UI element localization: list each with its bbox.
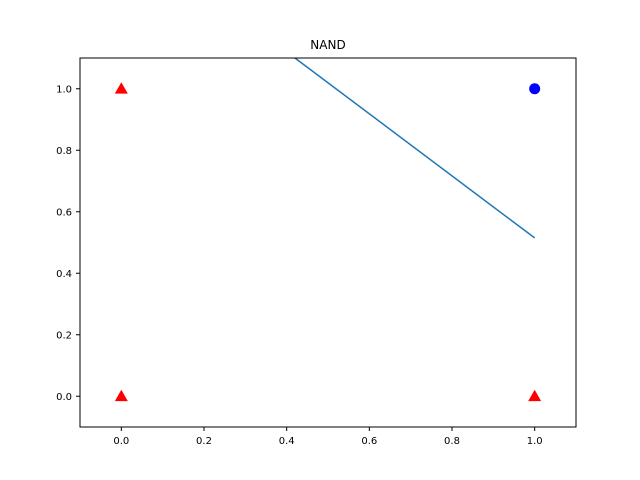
x-tick-label-1: 0.2 [196,436,212,447]
x-tick-label-3: 0.6 [361,436,377,447]
y-tick-label-4: 0.8 [56,146,72,157]
point-circle-0 [529,83,541,95]
y-tick-label-3: 0.6 [56,207,72,218]
y-tick-label-2: 0.4 [56,269,72,280]
chart-title: NAND [310,38,345,52]
point-triangle-2 [528,389,542,402]
x-tick-label-0: 0.0 [113,436,129,447]
x-tick-label-5: 1.0 [527,436,543,447]
x-axis: 0.0 0.2 0.4 0.6 0.8 1.0 [113,427,543,447]
plot-area [114,57,542,402]
x-tick-label-4: 0.8 [444,436,460,447]
point-triangle-1 [114,389,128,402]
y-axis: 0.0 0.2 0.4 0.6 0.8 1.0 [56,84,80,403]
plot-frame [79,57,577,428]
point-triangle-0 [114,82,128,94]
y-tick-label-0: 0.0 [56,392,72,403]
y-tick-label-5: 1.0 [56,84,72,95]
x-tick-label-2: 0.4 [279,436,295,447]
y-tick-label-1: 0.2 [56,330,72,341]
decision-line-0 [294,57,536,239]
